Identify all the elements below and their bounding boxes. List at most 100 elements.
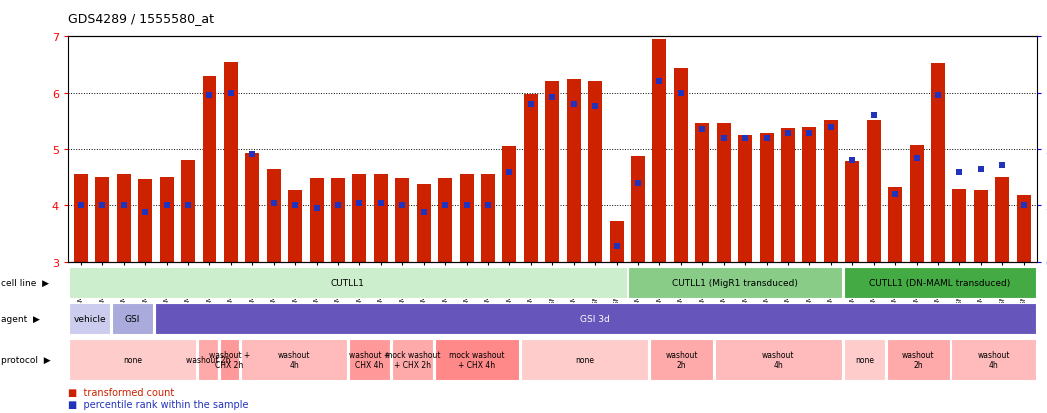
Point [502, 169, 518, 176]
Bar [117, 175, 131, 262]
Point [459, 203, 475, 209]
Point [287, 203, 304, 209]
Bar [417, 185, 430, 262]
Bar [887, 339, 950, 380]
Point [308, 205, 325, 211]
Bar [245, 154, 260, 262]
Point [373, 200, 389, 207]
Bar [481, 175, 495, 262]
Text: CUTLL1 (MigR1 transduced): CUTLL1 (MigR1 transduced) [672, 278, 798, 287]
Bar [181, 161, 195, 262]
Bar [69, 303, 110, 334]
Bar [844, 267, 1035, 298]
Point [994, 162, 1010, 169]
Text: GSI 3d: GSI 3d [580, 314, 610, 323]
Point [223, 90, 240, 97]
Bar [845, 162, 860, 262]
Point [137, 209, 154, 216]
Bar [910, 145, 923, 262]
Bar [759, 134, 774, 262]
Point [737, 135, 754, 142]
Point [394, 203, 410, 209]
Bar [310, 179, 324, 262]
Point [823, 124, 840, 131]
Point [244, 151, 261, 157]
Bar [824, 121, 838, 262]
Point [586, 104, 603, 110]
Text: protocol  ▶: protocol ▶ [1, 355, 50, 364]
Bar [69, 267, 627, 298]
Bar [95, 178, 109, 262]
Point [930, 93, 946, 99]
Point [865, 113, 882, 119]
Point [522, 102, 539, 108]
Point [844, 158, 861, 164]
Text: GSI: GSI [125, 314, 140, 323]
Bar [781, 128, 795, 262]
Text: washout
4h: washout 4h [277, 350, 310, 369]
Bar [159, 178, 174, 262]
Bar [650, 339, 713, 380]
Text: none: none [575, 355, 594, 364]
Bar [695, 123, 709, 262]
Bar [520, 339, 648, 380]
Text: agent  ▶: agent ▶ [1, 314, 40, 323]
Bar [652, 40, 666, 262]
Text: washout +
CHX 4h: washout + CHX 4h [349, 350, 389, 369]
Point [72, 203, 89, 209]
Text: washout
4h: washout 4h [977, 350, 1009, 369]
Text: CUTLL1 (DN-MAML transduced): CUTLL1 (DN-MAML transduced) [869, 278, 1010, 287]
Bar [198, 339, 218, 380]
Text: none: none [124, 355, 142, 364]
Bar [631, 157, 645, 262]
Point [608, 243, 625, 250]
Bar [1017, 196, 1030, 262]
Bar [503, 147, 516, 262]
Bar [331, 179, 346, 262]
Bar [952, 339, 1035, 380]
Bar [353, 175, 366, 262]
Bar [349, 339, 391, 380]
Bar [69, 339, 197, 380]
Bar [802, 127, 817, 262]
Point [973, 167, 989, 173]
Bar [714, 339, 842, 380]
Bar [220, 339, 240, 380]
Point [543, 95, 560, 101]
Point [1016, 203, 1032, 209]
Text: washout
4h: washout 4h [762, 350, 795, 369]
Bar [717, 123, 731, 262]
Bar [844, 339, 885, 380]
Bar [241, 339, 347, 380]
Bar [392, 339, 433, 380]
Bar [888, 188, 903, 262]
Bar [439, 179, 452, 262]
Bar [609, 222, 624, 262]
Bar [374, 175, 387, 262]
Bar [674, 69, 688, 262]
Point [694, 126, 711, 133]
Bar [588, 82, 602, 262]
Bar [566, 79, 581, 262]
Bar [996, 178, 1009, 262]
Bar [524, 95, 538, 262]
Bar [545, 82, 559, 262]
Bar [396, 179, 409, 262]
Point [201, 93, 218, 99]
Text: mock washout
+ CHX 4h: mock washout + CHX 4h [449, 350, 505, 369]
Point [480, 203, 496, 209]
Point [801, 131, 818, 137]
Bar [112, 303, 153, 334]
Bar [628, 267, 842, 298]
Text: washout +
CHX 2h: washout + CHX 2h [208, 350, 250, 369]
Point [330, 203, 347, 209]
Text: mock washout
+ CHX 2h: mock washout + CHX 2h [384, 350, 440, 369]
Point [351, 200, 367, 207]
Point [437, 203, 453, 209]
Text: washout
2h: washout 2h [665, 350, 697, 369]
Point [416, 209, 432, 216]
Point [180, 203, 197, 209]
Text: washout
2h: washout 2h [901, 350, 934, 369]
Point [94, 203, 111, 209]
Bar [74, 175, 88, 262]
